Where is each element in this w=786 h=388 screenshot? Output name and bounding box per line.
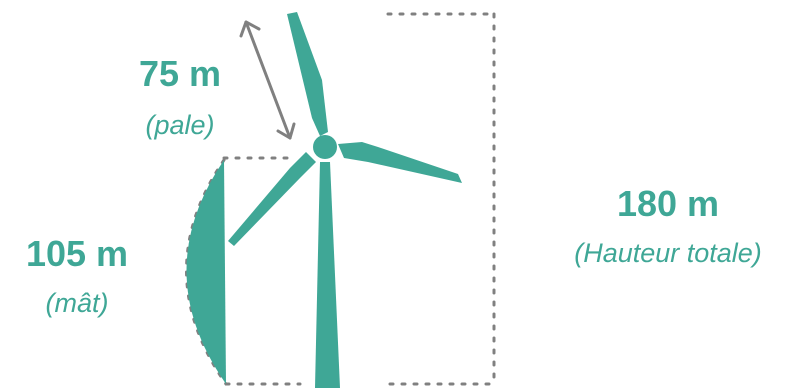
mast-height-value: 105 m (25, 233, 129, 274)
blade-length-value: 75 m (138, 53, 222, 94)
double-arrow-icon (239, 20, 296, 140)
turbine-hub (313, 135, 337, 159)
total-height-bracket (386, 12, 496, 386)
turbine-tower (315, 162, 340, 388)
mast-height-caption: (mât) (45, 288, 109, 318)
total-height-caption: (Hauteur totale) (574, 238, 762, 268)
turbine-blade-left (228, 152, 316, 246)
mast-brace-shape (186, 160, 226, 384)
total-height-value: 180 m (616, 183, 720, 224)
blade-length-caption: (pale) (145, 110, 215, 140)
turbine-blade-top (287, 12, 328, 136)
wind-turbine-icon (228, 12, 462, 388)
turbine-blade-right (338, 142, 462, 183)
